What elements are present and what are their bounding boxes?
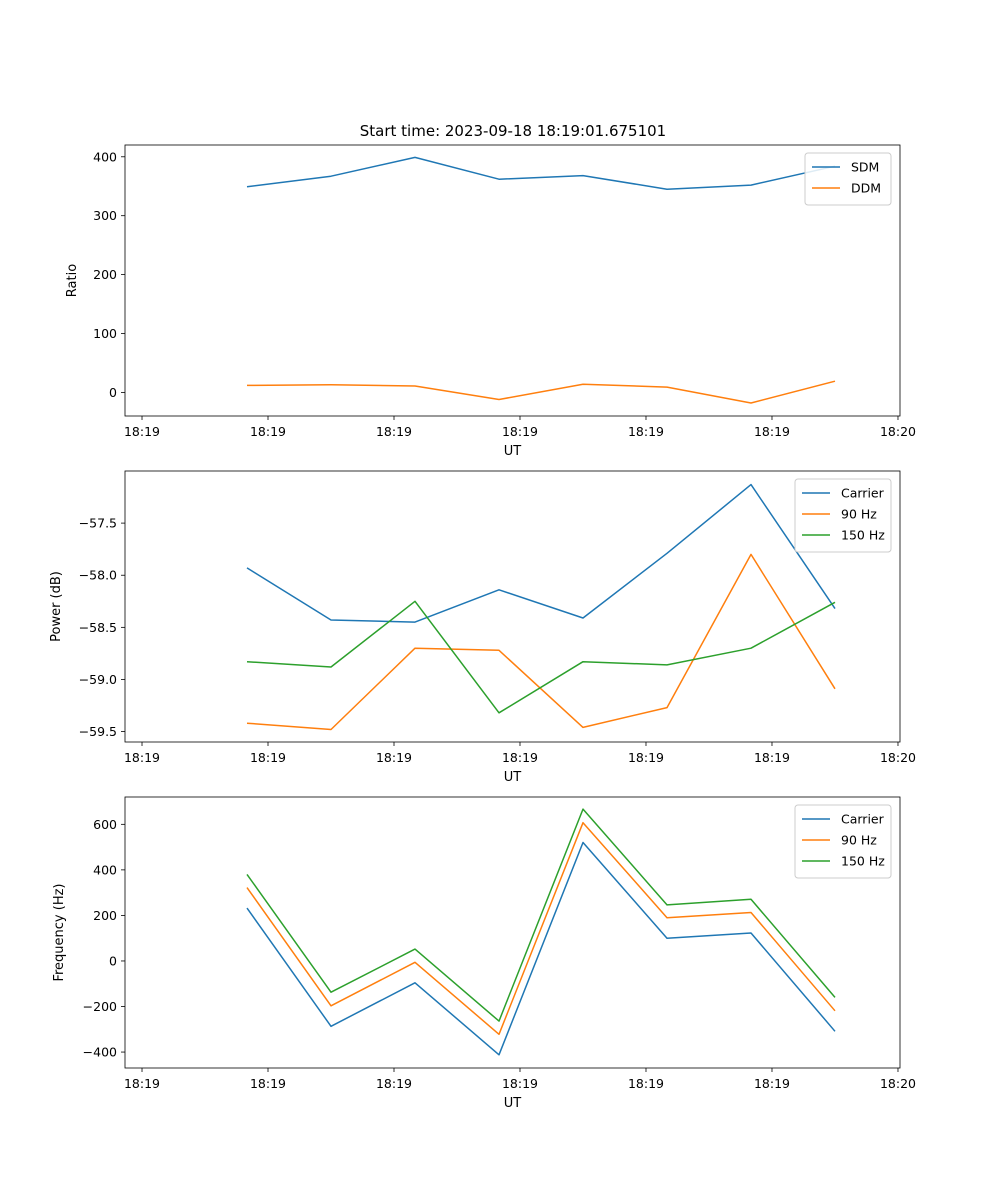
y-tick-label: 0: [109, 385, 117, 400]
x-tick-label: 18:19: [376, 750, 412, 765]
x-tick-label: 18:19: [754, 750, 790, 765]
axes-frame: [124, 144, 901, 417]
y-tick-label: 400: [93, 149, 117, 164]
legend-label: 90 Hz: [841, 507, 877, 522]
x-axis-label: UT: [504, 770, 522, 785]
legend-label: 90 Hz: [841, 833, 877, 848]
x-tick-label: 18:19: [628, 424, 664, 439]
series-line-carrier: [246, 841, 836, 1056]
y-tick-label: 100: [93, 326, 117, 341]
x-tick-label: 18:19: [502, 750, 538, 765]
x-tick-label: 18:19: [754, 424, 790, 439]
legend-label: 150 Hz: [841, 528, 885, 543]
series-line-sdm: [246, 156, 836, 190]
x-tick-label: 18:19: [124, 750, 160, 765]
y-tick-label: 200: [93, 908, 117, 923]
axes-frame: [124, 470, 901, 743]
y-tick-label: −58.5: [79, 620, 117, 635]
x-axis-label: UT: [504, 444, 522, 459]
legend-box: [794, 478, 892, 553]
legend-label: Carrier: [841, 486, 885, 501]
x-tick-label: 18:19: [754, 1076, 790, 1091]
y-tick-label: −200: [83, 999, 117, 1014]
x-tick-label: 18:20: [880, 424, 916, 439]
y-axis-label: Ratio: [65, 264, 80, 297]
legend: Carrier 90 Hz 150 Hz: [794, 478, 892, 553]
y-tick-label: 200: [93, 267, 117, 282]
x-tick-label: 18:19: [250, 750, 286, 765]
figure-title: Start time: 2023-09-18 18:19:01.675101: [360, 122, 666, 140]
y-tick-label: 400: [93, 862, 117, 877]
y-axis-label: Frequency (Hz): [52, 883, 67, 981]
legend-label: 150 Hz: [841, 854, 885, 869]
x-tick-label: 18:19: [250, 1076, 286, 1091]
legend-label: SDM: [851, 160, 879, 175]
panels: 18:19 18:19 18:19 18:19 18:19 18:19 18:20 UT 0 10…: [49, 144, 916, 1111]
series-line-90-hz: [246, 821, 836, 1036]
y-axis-label: Power (dB): [49, 571, 64, 642]
chart-frequency: 18:19 18:19 18:19 18:19 18:19 18:19 18:20 UT −40…: [52, 796, 916, 1111]
series-line-ddm: [246, 380, 836, 404]
legend-box: [794, 804, 892, 879]
legend-label: Carrier: [841, 812, 885, 827]
series-line-90-hz: [246, 553, 836, 731]
y-tick-label: −59.0: [79, 672, 117, 687]
y-tick-label: 0: [109, 953, 117, 968]
x-tick-label: 18:19: [628, 1076, 664, 1091]
legend-box: [804, 152, 892, 206]
x-tick-label: 18:19: [628, 750, 664, 765]
x-axis-label: UT: [504, 1096, 522, 1111]
x-tick-label: 18:19: [124, 1076, 160, 1091]
x-tick-label: 18:20: [880, 1076, 916, 1091]
legend: Carrier 90 Hz 150 Hz: [794, 804, 892, 879]
x-tick-label: 18:19: [124, 424, 160, 439]
axes-frame: [124, 796, 901, 1069]
y-tick-label: −400: [83, 1045, 117, 1060]
legend-label: DDM: [851, 181, 881, 196]
y-tick-label: −58.0: [79, 568, 117, 583]
x-tick-label: 18:19: [250, 424, 286, 439]
x-tick-label: 18:19: [376, 1076, 412, 1091]
x-tick-label: 18:19: [502, 1076, 538, 1091]
y-tick-label: 300: [93, 208, 117, 223]
chart-ratio: 18:19 18:19 18:19 18:19 18:19 18:19 18:20 UT 0 10…: [65, 144, 916, 459]
y-tick-label: 600: [93, 817, 117, 832]
x-tick-label: 18:19: [502, 424, 538, 439]
series-line-carrier: [246, 483, 836, 623]
x-tick-label: 18:20: [880, 750, 916, 765]
legend: SDM DDM: [804, 152, 892, 206]
chart-power: 18:19 18:19 18:19 18:19 18:19 18:19 18:20 UT −59…: [49, 470, 916, 785]
y-tick-label: −59.5: [79, 724, 117, 739]
series-line-150-hz: [246, 600, 836, 714]
y-tick-label: −57.5: [79, 516, 117, 531]
series-line-150-hz: [246, 808, 836, 1022]
x-tick-label: 18:19: [376, 424, 412, 439]
